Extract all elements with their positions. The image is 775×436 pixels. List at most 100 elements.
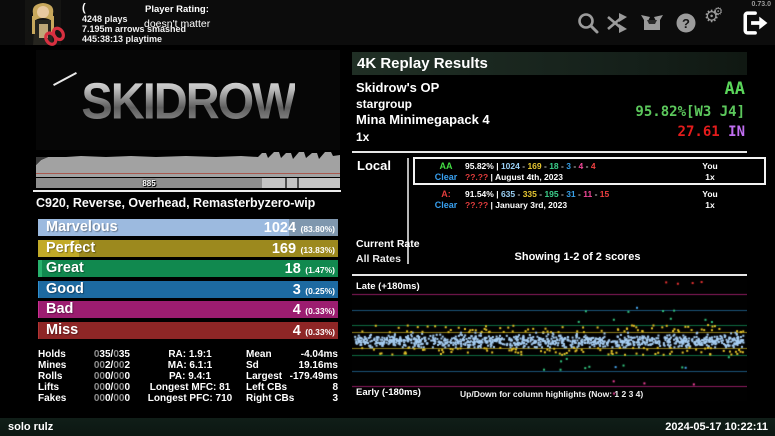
msd-line: 27.61 IN xyxy=(505,124,745,140)
judgment-fill xyxy=(38,219,290,236)
theme-name-label: solo rulz xyxy=(8,421,54,433)
version-label: 0.73.0 xyxy=(751,1,771,8)
exit-icon[interactable] xyxy=(740,9,768,37)
datetime-label: 2024-05-17 10:22:11 xyxy=(665,421,768,433)
search-icon[interactable] xyxy=(576,11,600,35)
score-grade: A: xyxy=(441,189,451,199)
player-plays: 4248 plays xyxy=(82,14,128,24)
score-rate: 1x xyxy=(705,171,715,182)
score-percent-judgments: 91.54% | 635 - 335 - 195 - 31 - 11 - 15 xyxy=(465,189,610,199)
judgment-count: 4 (0.33%) xyxy=(292,302,335,319)
avatar[interactable] xyxy=(25,0,61,45)
random-shuffle-icon[interactable] xyxy=(605,11,629,35)
judgment-bar-perfect: Perfect 169 (13.83%) xyxy=(38,239,338,257)
judgment-label: Marvelous xyxy=(46,219,118,235)
player-rating-label: Player Rating: xyxy=(145,4,209,15)
stat-value: -4.04ms xyxy=(300,349,338,360)
judgment-label: Miss xyxy=(46,321,79,338)
song-rate: 1x xyxy=(356,130,370,144)
chart-bar-tick xyxy=(285,178,287,188)
player-name[interactable]: ( xyxy=(82,2,86,14)
judgment-label: Perfect xyxy=(46,239,96,256)
player-rating-value: doesn't matter xyxy=(144,18,211,30)
stat-label: Right CBs xyxy=(246,393,295,404)
divider-line xyxy=(352,151,747,153)
stat-label: Mines xyxy=(38,360,67,371)
showing-scores-label: Showing 1-2 of 2 scores xyxy=(514,251,641,263)
score-row[interactable]: A: Clear 91.54% | 635 - 335 - 195 - 31 - 1… xyxy=(415,187,764,211)
song-banner-title: SKIDROW xyxy=(81,71,296,129)
grade-value: AA xyxy=(724,79,745,99)
chart-position-fill xyxy=(262,178,340,188)
score-clear-type: Clear xyxy=(434,199,458,210)
player-playtime: 445:38:13 playtime xyxy=(82,34,163,44)
msd-value: 27.61 xyxy=(677,124,720,140)
judgment-label: Great xyxy=(46,260,84,277)
stat-label: Sd xyxy=(246,360,259,371)
stat-value: 035/035 xyxy=(93,349,130,360)
stat-ratio: PA: 9.4:1 xyxy=(168,371,212,382)
judgment-count: 169 (13.83%) xyxy=(271,240,335,257)
score-rate-date: ??.?? | January 3rd, 2023 xyxy=(465,199,568,210)
stat-value: 000/000 xyxy=(93,393,130,404)
stat-ratio: Longest MFC: 81 xyxy=(149,382,231,393)
stat-label: Holds xyxy=(38,349,66,360)
settings-gears-icon[interactable]: ⚙⚙ xyxy=(704,5,724,27)
left-divider-line xyxy=(33,190,341,192)
stat-label: Rolls xyxy=(38,371,63,382)
stat-value: 000/000 xyxy=(93,382,130,393)
bottom-bar xyxy=(0,418,775,436)
judgment-bar-great: Great 18 (1.47%) xyxy=(38,260,338,278)
modifiers-text: C920, Reverse, Overhead, Remasterbyzero-… xyxy=(36,196,316,210)
stat-ratio: Longest PFC: 710 xyxy=(147,393,233,404)
judgment-fill xyxy=(38,321,39,339)
judgment-fill xyxy=(38,301,39,319)
score-percent-and-judge: 95.82%[W3 J4] xyxy=(635,104,745,120)
judgment-fill xyxy=(38,260,43,278)
song-banner: SKIDROW xyxy=(36,50,340,150)
judgment-count: 4 (0.33%) xyxy=(292,322,335,339)
local-score-list: AA Clear 95.82% | 1024 - 169 - 18 - 3 - 4 … xyxy=(413,157,766,218)
svg-text:?: ? xyxy=(682,16,690,31)
judgment-count: 3 (0.25%) xyxy=(292,281,335,298)
song-title: Skidrow's OP xyxy=(356,80,440,95)
chart-bar-tick xyxy=(297,178,299,188)
judgment-bars: Marvelous 1024 (83.80%) Perfect 169 (13.83%… xyxy=(38,219,338,343)
local-scores-label: Local xyxy=(357,158,391,173)
score-row[interactable]: AA Clear 95.82% | 1024 - 169 - 18 - 3 - 4 … xyxy=(413,157,766,185)
score-stats-block: Holds 035/035 Mines 002/002 Rolls 000/000 Lift… xyxy=(0,345,345,405)
song-artist: stargroup xyxy=(356,97,413,111)
column-highlight-hint: Up/Down for column highlights (Now: 1 2 … xyxy=(460,389,644,399)
stat-label: Mean xyxy=(246,349,272,360)
late-axis-label: Late (+180ms) xyxy=(356,281,420,292)
offset-scatter-plot xyxy=(352,279,747,401)
packs-box-icon[interactable] xyxy=(640,11,664,35)
score-player: You xyxy=(702,161,718,171)
judgment-bar-bad: Bad 4 (0.33%) xyxy=(38,301,338,319)
score-rate: 1x xyxy=(705,199,715,210)
early-axis-label: Early (-180ms) xyxy=(356,387,421,398)
score-grade: AA xyxy=(439,161,453,171)
tab-all-rates[interactable]: All Rates xyxy=(356,253,401,265)
chain-link-icon xyxy=(44,26,65,46)
note-density-graph xyxy=(36,152,340,177)
results-header-bar xyxy=(352,52,747,75)
stat-value: 19.16ms xyxy=(298,360,338,371)
judgment-fill xyxy=(38,280,39,298)
chart-length-label: 885 xyxy=(142,178,156,188)
stat-value: 3 xyxy=(332,393,338,404)
tab-current-rate[interactable]: Current Rate xyxy=(356,238,420,250)
top-bar: 0.73.0 ( 4248 plays 7.195m arrows smashe… xyxy=(0,0,775,46)
help-icon[interactable]: ? xyxy=(674,11,698,35)
judgment-fill xyxy=(38,239,80,257)
results-header-title: 4K Replay Results xyxy=(357,55,488,72)
stat-ratio: MA: 6.1:1 xyxy=(167,360,213,371)
judgment-bar-good: Good 3 (0.25%) xyxy=(38,280,338,298)
chart-position-bar[interactable]: 885 xyxy=(36,178,340,188)
player-arrows: 7.195m arrows smashed xyxy=(82,24,187,34)
stat-label: Left CBs xyxy=(246,382,288,393)
judgment-count: 1024 (83.80%) xyxy=(263,220,335,236)
skillset-label: IN xyxy=(728,124,745,140)
stat-label: Lifts xyxy=(38,382,60,393)
